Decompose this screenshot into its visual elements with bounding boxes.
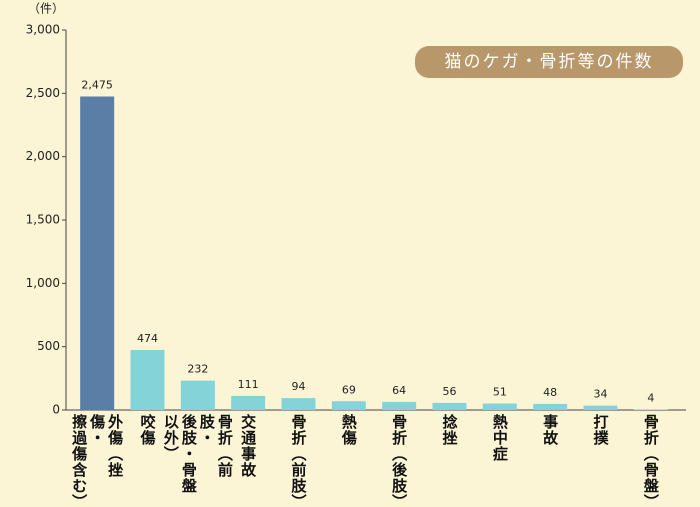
x-tick-label: 骨折（前肢・ 後肢・骨盤以外） [161, 414, 234, 494]
value-label: 474 [137, 332, 158, 345]
x-tick-label: 咬傷 [138, 414, 157, 446]
x-tick-label: 熱傷 [339, 414, 358, 446]
bar [231, 395, 266, 410]
bar [80, 96, 115, 410]
value-label: 94 [292, 380, 306, 393]
y-tick-label: 1,500 [26, 213, 60, 227]
x-tick-label: 打撲 [591, 414, 610, 446]
x-tick-label: 外傷（挫傷・ 擦過傷含む） [70, 414, 125, 507]
y-tick-label: 3,000 [26, 23, 60, 37]
value-label: 51 [493, 386, 507, 399]
bar [482, 403, 517, 410]
value-label: 2,475 [81, 79, 113, 92]
x-tick-label: 骨折（前肢） [289, 414, 308, 507]
x-tick-label: 熱中症 [490, 414, 509, 462]
bar [533, 403, 568, 410]
x-tick-label: 事故 [541, 414, 560, 446]
y-tick-label: 2,500 [26, 86, 60, 100]
title-box [415, 46, 683, 78]
bar [281, 398, 316, 410]
value-label: 34 [594, 388, 608, 401]
y-tick-label: 1,000 [26, 276, 60, 290]
bar [583, 405, 618, 410]
x-tick-label: 骨折（骨盤） [641, 414, 660, 507]
bar [331, 401, 366, 410]
y-tick-label: 2,000 [26, 149, 60, 163]
bar [432, 402, 467, 410]
y-tick-label: 500 [37, 339, 60, 353]
bar [633, 409, 668, 410]
value-label: 69 [342, 383, 356, 396]
bar [180, 380, 215, 410]
x-tick-label: 骨折（後肢） [390, 414, 409, 507]
y-tick-label: 0 [52, 403, 60, 417]
bar [382, 401, 417, 410]
value-label: 232 [187, 363, 208, 376]
x-tick-label: 捻挫 [440, 414, 459, 446]
value-label: 48 [543, 386, 557, 399]
value-label: 4 [647, 391, 654, 404]
y-axis-label: （件） [28, 2, 64, 16]
x-tick-label: 交通事故 [239, 414, 258, 478]
value-label: 111 [238, 378, 259, 391]
chart-title: 猫のケガ・骨折等の件数 [445, 52, 654, 72]
value-label: 56 [443, 385, 457, 398]
bar [130, 349, 165, 410]
value-label: 64 [392, 384, 406, 397]
